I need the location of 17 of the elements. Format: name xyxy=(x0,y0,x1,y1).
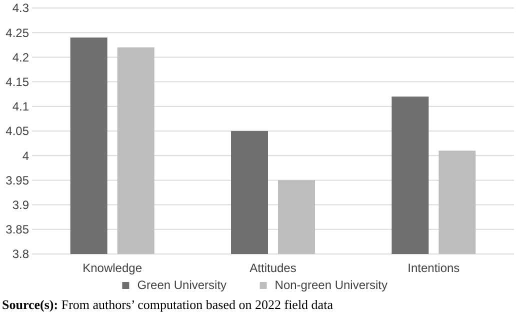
source-note: Source(s): From authors’ computation based on 2022 field data xyxy=(2,297,334,312)
x-tick-label: Attitudes xyxy=(250,261,296,275)
y-tick-label: 4.05 xyxy=(6,124,30,138)
x-tick-label: Knowledge xyxy=(82,261,142,275)
y-tick-label: 3.95 xyxy=(6,173,30,188)
legend-label: Non-green University xyxy=(274,278,388,292)
y-tick-label: 3.85 xyxy=(6,222,30,237)
y-tick-label: 4.15 xyxy=(6,75,30,89)
y-tick-label: 3.8 xyxy=(12,247,30,262)
y-tick-label: 3.9 xyxy=(12,198,30,212)
y-tick-label: 4 xyxy=(22,148,30,163)
y-tick-label: 4.2 xyxy=(12,50,30,64)
y-tick-label: 4.25 xyxy=(6,26,30,40)
y-tick-label: 4.3 xyxy=(12,1,30,16)
x-tick-label: Intentions xyxy=(408,261,460,275)
legend-label: Green University xyxy=(137,278,227,292)
y-tick-label: 4.1 xyxy=(12,100,30,114)
